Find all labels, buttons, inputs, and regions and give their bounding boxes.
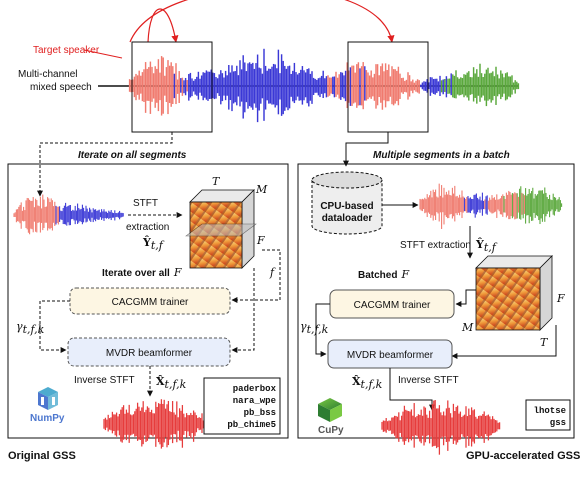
spectrogram-cube-left xyxy=(185,189,257,269)
left-caption: Original GSS xyxy=(8,450,76,462)
mvdr-box-left xyxy=(67,337,231,367)
cupy-logo: CuPy xyxy=(318,398,344,436)
gamma-var-left: γt,f,k xyxy=(16,320,45,336)
mvdr-label-left: MVDR beamformer xyxy=(106,348,193,359)
cube-m-right: M xyxy=(461,321,474,334)
right-panel-header: Multiple segments in a batch xyxy=(373,150,510,161)
right-caption: GPU-accelerated GSS xyxy=(466,450,580,462)
cube-m-left: M xyxy=(255,183,268,196)
stft-label-right: STFT extraction xyxy=(400,240,471,251)
lib-left-1: nara_wpe xyxy=(233,396,276,406)
dataloader-label-2: dataloader xyxy=(322,213,373,224)
cacgmm-label-right: CACGMM trainer xyxy=(354,300,431,311)
cube-t-right: T xyxy=(540,336,549,349)
libs-box-right xyxy=(525,399,571,431)
y-var-left: Ŷt,f xyxy=(142,235,165,252)
f-var: f xyxy=(269,266,276,279)
stft-label-left-2: extraction xyxy=(126,222,169,233)
stft-label-left-1: STFT xyxy=(133,198,158,209)
left-panel-header: Iterate on all segments xyxy=(78,150,187,161)
batch-waveform-right xyxy=(419,183,563,229)
numpy-logo: NumPy xyxy=(30,387,65,424)
spectrogram-cube-right xyxy=(475,255,553,331)
enhanced-waveform-left xyxy=(103,399,209,449)
iterate-label: Iterate over all F xyxy=(102,266,182,279)
mixed-speech-label-2: mixed speech xyxy=(30,82,92,93)
dataloader-label-1: CPU-based xyxy=(320,201,373,212)
mixed-speech-label-1: Multi-channel xyxy=(18,69,77,80)
cacgmm-box-left xyxy=(69,287,231,315)
lib-right-1: gss xyxy=(550,418,566,428)
cube-f-left: F xyxy=(256,234,265,247)
libs-box-left xyxy=(203,377,281,435)
mvdr-label-right: MVDR beamformer xyxy=(347,350,434,361)
inverse-stft-right: Inverse STFT xyxy=(398,375,459,386)
cube-f-right: F xyxy=(556,292,565,305)
target-speaker-label: Target speaker xyxy=(33,45,100,56)
segment-waveform-left xyxy=(13,194,124,235)
batched-label: Batched F xyxy=(358,268,409,281)
cacgmm-label-left: CACGMM trainer xyxy=(112,297,189,308)
inverse-stft-left: Inverse STFT xyxy=(74,375,135,386)
left-panel: STFT extraction Ŷt,f T M F Iterate over … xyxy=(7,163,289,462)
top-section: Target speaker Multi-channel mixed speec… xyxy=(18,0,520,197)
dataloader-cylinder xyxy=(311,171,383,235)
target-speaker-arrow-1 xyxy=(147,8,179,43)
y-var-right: Ŷt,f xyxy=(475,237,498,254)
right-panel: CPU-based dataloader STFT extraction Ŷt,… xyxy=(297,163,580,462)
x-var-left: X̂t,f,k xyxy=(156,375,187,391)
svg-text:NumPy: NumPy xyxy=(30,413,65,424)
svg-text:CuPy: CuPy xyxy=(318,425,344,436)
segment-2-route xyxy=(343,132,389,167)
lib-left-0: paderbox xyxy=(233,384,277,394)
x-var-right: X̂t,f,k xyxy=(352,375,383,391)
target-speaker-arrow-2 xyxy=(129,0,395,43)
lib-left-2: pb_bss xyxy=(244,408,276,418)
lib-left-3: pb_chime5 xyxy=(227,420,276,430)
cube-t-left: T xyxy=(212,175,221,188)
gamma-var-right: γt,f,k xyxy=(300,320,329,336)
mixed-speech-waveform xyxy=(98,48,520,123)
enhanced-waveform-right xyxy=(381,400,501,455)
lib-right-0: lhotse xyxy=(534,406,566,416)
segment-1-route xyxy=(37,132,173,197)
